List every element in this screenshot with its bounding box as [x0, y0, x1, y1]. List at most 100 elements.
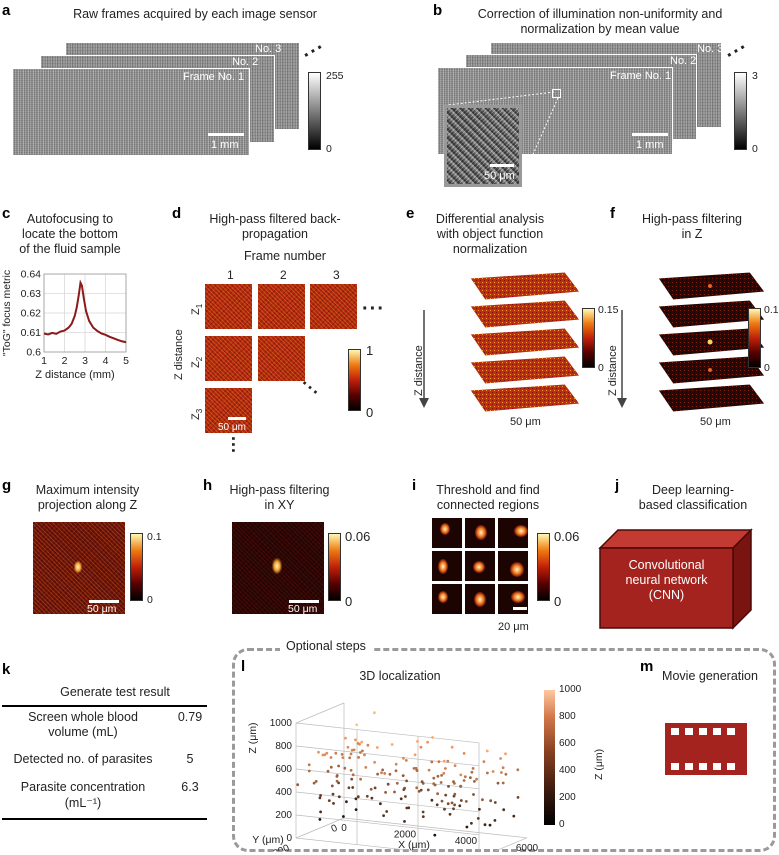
- panel-i-title-line-1: Threshold and find: [436, 483, 540, 497]
- localization-point: [421, 815, 425, 818]
- panel-letter-b: b: [433, 2, 443, 19]
- localization-point: [459, 784, 463, 788]
- localization-point: [343, 766, 347, 770]
- localization-point: [393, 790, 396, 794]
- optional-steps-label: Optional steps: [280, 639, 372, 653]
- more-frames-dots: ···: [721, 35, 753, 67]
- z-tick-label: 600: [275, 764, 292, 775]
- z-distance-text: Z distance: [173, 329, 185, 380]
- region-crop: [498, 518, 528, 548]
- localization-point: [471, 767, 475, 770]
- localization-point: [470, 821, 473, 825]
- table-row-label: Parasite concentration: [20, 780, 146, 794]
- x-tick-label: 2000: [394, 830, 417, 841]
- localization-point: [476, 817, 480, 820]
- y-axis-label: Y (μm): [252, 834, 284, 846]
- panel-i-title-line-2: connected regions: [436, 498, 540, 512]
- x-tick-label: 6000: [516, 843, 539, 851]
- localization-point: [381, 768, 384, 772]
- localization-point: [318, 818, 322, 821]
- localization-point: [357, 756, 360, 759]
- localization-point: [366, 743, 370, 747]
- scale-bar: [632, 133, 668, 136]
- localization-point: [482, 760, 486, 763]
- localization-point: [481, 798, 484, 802]
- axis-box-edge: [295, 702, 345, 724]
- grid-line: [295, 791, 480, 813]
- localization-point: [319, 810, 322, 814]
- localization-point: [365, 794, 369, 798]
- localization-point: [419, 745, 423, 749]
- localization-point: [501, 781, 505, 785]
- scale-label: 50 μm: [218, 422, 246, 433]
- colorbar-tick-label: 200: [559, 792, 576, 803]
- localization-point: [351, 773, 355, 777]
- localization-point: [356, 795, 360, 799]
- cnn-label-line-1: Convolutional: [628, 558, 705, 572]
- colorbar: [130, 533, 143, 601]
- region-crop: [465, 584, 495, 614]
- region-crop-spot: [475, 525, 487, 540]
- z-tick-label: 200: [275, 810, 292, 821]
- scale-label: 20 μm: [498, 621, 529, 633]
- panel-letter-c: c: [2, 205, 11, 222]
- z-tick-label: 400: [275, 787, 292, 798]
- localization-point: [440, 774, 443, 777]
- connected-region-crops: [432, 518, 530, 616]
- colorbar-max: 0.06: [345, 529, 371, 544]
- panel-g-title-line-2: projection along Z: [37, 498, 138, 512]
- panel-l-title: 3D localization: [359, 669, 441, 683]
- colorbar: [748, 308, 761, 368]
- colorbar: [348, 349, 361, 411]
- localization-point: [421, 810, 425, 814]
- scale-label: 50 μm: [510, 416, 541, 428]
- localization-point: [475, 777, 478, 781]
- region-crop: [498, 551, 528, 581]
- x-tick-label: 2: [62, 355, 68, 367]
- table-row-label: (mL⁻¹): [64, 796, 102, 810]
- colorbar-max: 0.1: [764, 304, 779, 316]
- localization-point: [385, 810, 389, 813]
- localization-point: [436, 774, 440, 778]
- localization-point: [512, 814, 516, 818]
- colorbar-tick-label: 800: [559, 711, 576, 722]
- localization-point: [312, 781, 316, 785]
- bp-tile-z1-f3: [310, 284, 357, 329]
- y-tick-label: 0.63: [21, 288, 42, 300]
- result-table-title: Generate test result: [60, 685, 170, 699]
- panel-m-title: Movie generation: [662, 669, 758, 683]
- optional-steps-frame: [232, 648, 776, 852]
- axis-box-edge: [295, 817, 345, 839]
- x-tick-label: 5: [123, 355, 129, 367]
- x-tick-label: 4000: [455, 836, 478, 847]
- axis-box-edge: [494, 837, 528, 851]
- cnn-box-3d: [598, 528, 753, 630]
- localization-point: [488, 823, 492, 827]
- more-cols-dots: ···: [362, 298, 385, 320]
- y-tick-label: 0.62: [21, 308, 42, 320]
- scale-label: 1 mm: [211, 139, 239, 151]
- z-axis-label: Z (μm): [247, 722, 259, 753]
- region-crop: [432, 551, 462, 581]
- localization-point: [478, 807, 481, 811]
- localization-point: [318, 796, 322, 800]
- grid-line: [295, 745, 480, 767]
- region-crop-spot: [438, 559, 448, 574]
- y-tick-label: 0: [330, 823, 340, 836]
- localization-point: [307, 763, 311, 767]
- panel-letter-f: f: [610, 205, 615, 222]
- colorbar-tick-label: 1000: [559, 684, 582, 695]
- localization-point: [394, 762, 398, 766]
- y-tick-label: 0.64: [21, 269, 42, 281]
- localization-point: [499, 757, 502, 760]
- panel-letter-g: g: [2, 477, 12, 494]
- localization-point: [459, 799, 463, 802]
- x-tick-label: 3: [82, 355, 88, 367]
- localization-point: [501, 766, 505, 770]
- bp-tile-z2-f1: [205, 336, 252, 381]
- localization-point: [483, 823, 487, 827]
- panel-letter-h: h: [203, 477, 213, 494]
- localization-point: [351, 786, 355, 789]
- localization-point: [432, 782, 436, 786]
- localization-point: [447, 785, 450, 788]
